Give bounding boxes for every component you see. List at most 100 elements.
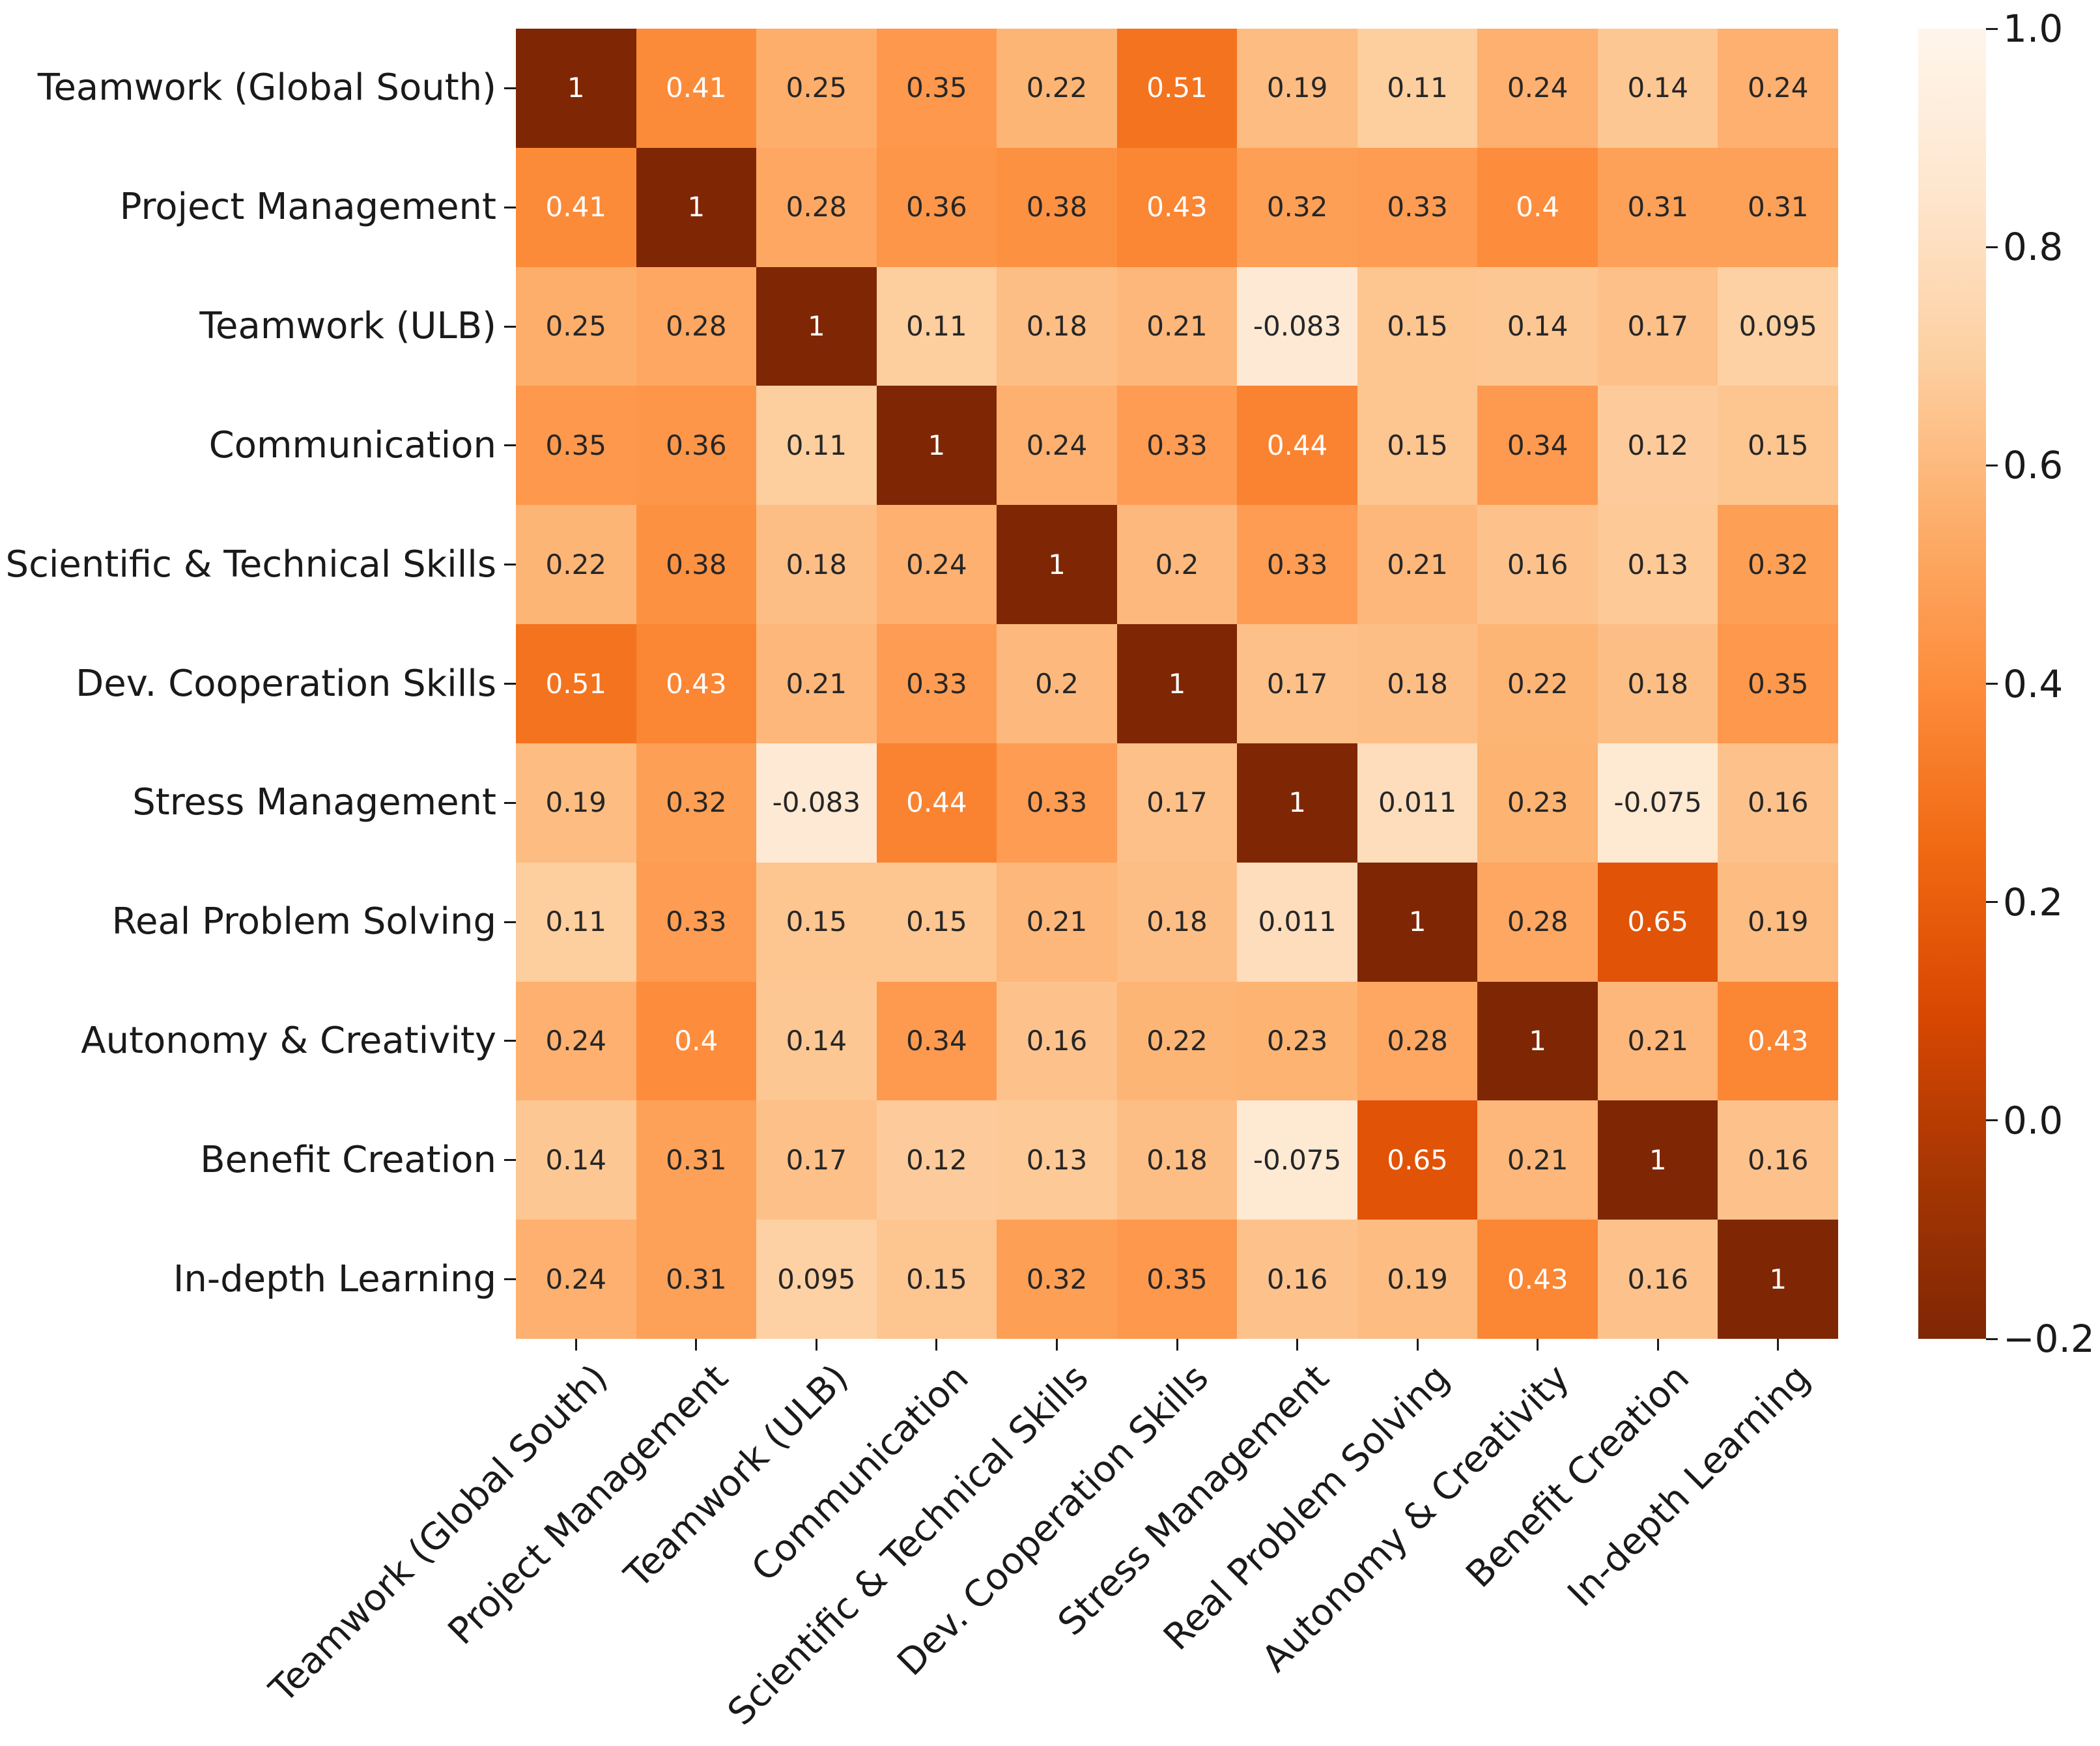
cell-value: 0.41 — [545, 191, 607, 223]
cell-value: 0.22 — [1507, 667, 1568, 700]
heatmap-cell: 0.4 — [636, 981, 757, 1101]
cell-value: 1 — [1649, 1143, 1667, 1176]
heatmap-cell: 0.33 — [876, 624, 997, 743]
cell-value: 0.32 — [666, 786, 727, 819]
cell-value: 0.51 — [545, 667, 607, 700]
heatmap-cell: 0.095 — [1718, 266, 1839, 386]
cell-value: 0.24 — [545, 1024, 607, 1057]
heatmap-cell: 0.31 — [1597, 147, 1718, 267]
cell-value: 0.13 — [1627, 548, 1688, 580]
heatmap-cell: 0.22 — [516, 505, 636, 625]
cell-value: 0.2 — [1035, 667, 1079, 700]
cell-value: 0.24 — [545, 1263, 607, 1295]
heatmap-cell: 0.22 — [1116, 981, 1238, 1101]
heatmap-cell: 0.14 — [756, 981, 877, 1101]
heatmap-cell: 0.24 — [1718, 29, 1839, 148]
heatmap-cell: 0.24 — [516, 1220, 636, 1339]
y-tick-mark — [504, 206, 516, 208]
cell-value: 1 — [1769, 1263, 1787, 1295]
cell-value: 0.17 — [1627, 310, 1688, 343]
cell-value: 0.65 — [1387, 1143, 1448, 1176]
cell-value: 0.18 — [1146, 906, 1208, 938]
heatmap-cell: 0.35 — [516, 386, 636, 506]
cell-value: 0.19 — [1748, 906, 1809, 938]
heatmap-cell: 0.41 — [516, 147, 636, 267]
heatmap-cell: 0.4 — [1477, 147, 1598, 267]
heatmap-cell: 0.21 — [1116, 266, 1238, 386]
cell-value: 0.34 — [906, 1024, 967, 1057]
heatmap-cell: 0.28 — [1477, 862, 1598, 982]
cell-value: 0.21 — [1026, 906, 1088, 938]
heatmap-cell: 0.13 — [1597, 505, 1718, 625]
x-tick-mark — [1055, 1339, 1058, 1351]
cell-value: 0.14 — [786, 1024, 847, 1057]
x-tick-mark — [575, 1339, 577, 1351]
cell-value: 0.33 — [1266, 548, 1328, 580]
y-tick-mark — [504, 801, 516, 804]
heatmap-cell: 0.16 — [1597, 1220, 1718, 1339]
cell-value: 0.11 — [545, 906, 607, 938]
heatmap-cell: 0.65 — [1357, 1100, 1478, 1220]
heatmap-cell: 0.19 — [1237, 29, 1357, 148]
heatmap-cell: 0.16 — [1718, 1100, 1839, 1220]
cell-value: 0.15 — [786, 906, 847, 938]
y-tick-mark — [504, 444, 516, 447]
y-tick-mark — [504, 1040, 516, 1042]
heatmap-cell: -0.083 — [1237, 266, 1357, 386]
heatmap-cell: 0.32 — [636, 743, 757, 863]
cell-value: 0.31 — [666, 1263, 727, 1295]
heatmap-cell: 0.43 — [1116, 147, 1238, 267]
heatmap-cell: 0.12 — [876, 1100, 997, 1220]
heatmap-cell: 0.17 — [1597, 266, 1718, 386]
heatmap-cell: 0.15 — [1718, 386, 1839, 506]
cell-value: 0.18 — [786, 548, 847, 580]
cell-value: 1 — [1529, 1024, 1547, 1057]
cell-value: 0.51 — [1146, 72, 1208, 104]
heatmap-cell: 0.65 — [1597, 862, 1718, 982]
cell-value: 0.36 — [906, 191, 967, 223]
heatmap-cell: 0.23 — [1477, 743, 1598, 863]
heatmap-cell: 0.28 — [636, 266, 757, 386]
cell-value: 0.24 — [906, 548, 967, 580]
x-tick-label: In-depth Learning — [1559, 1356, 1819, 1616]
heatmap-cell: 0.28 — [1357, 981, 1478, 1101]
heatmap-cell: 0.32 — [1718, 505, 1839, 625]
cell-value: 0.16 — [1627, 1263, 1688, 1295]
cell-value: 1 — [1048, 548, 1066, 580]
cell-value: 0.011 — [1378, 786, 1457, 819]
heatmap-cell: 0.095 — [756, 1220, 877, 1339]
colorbar-tick-mark — [1986, 464, 1998, 466]
y-tick-mark — [504, 921, 516, 923]
heatmap-cell: 0.16 — [1237, 1220, 1357, 1339]
heatmap-cell: 0.11 — [516, 862, 636, 982]
cell-value: 0.15 — [1387, 310, 1448, 343]
heatmap-cell: 0.15 — [876, 1220, 997, 1339]
cell-value: 0.28 — [1387, 1024, 1448, 1057]
x-tick-label: Benefit Creation — [1458, 1356, 1698, 1596]
colorbar-tick-mark — [1986, 683, 1998, 685]
cell-value: 0.43 — [666, 667, 727, 700]
heatmap-cell: -0.075 — [1597, 743, 1718, 863]
y-tick-label: Communication — [208, 423, 496, 466]
cell-value: 0.28 — [786, 191, 847, 223]
heatmap-cell: 0.32 — [997, 1220, 1117, 1339]
cell-value: 0.35 — [1146, 1263, 1208, 1295]
cell-value: 0.17 — [1146, 786, 1208, 819]
heatmap-cell: 0.15 — [876, 862, 997, 982]
cell-value: 0.31 — [1627, 191, 1688, 223]
heatmap-cell: 0.31 — [636, 1100, 757, 1220]
heatmap-cell: 1 — [876, 386, 997, 506]
heatmap-cell: 0.16 — [1477, 505, 1598, 625]
y-tick-mark — [504, 325, 516, 328]
cell-value: 0.32 — [1266, 191, 1328, 223]
heatmap-cell: 0.33 — [997, 743, 1117, 863]
heatmap-grid: 1 0.41 0.25 0.35 0.22 0.51 0.19 0.11 0.24 0.14 0.2… — [516, 29, 1839, 1339]
heatmap-cell: 0.14 — [1597, 29, 1718, 148]
heatmap-cell: 0.35 — [1116, 1220, 1238, 1339]
heatmap-cell: 0.25 — [756, 29, 877, 148]
cell-value: 0.11 — [906, 310, 967, 343]
heatmap-cell: 1 — [1718, 1220, 1839, 1339]
y-tick-label: Project Management — [119, 186, 496, 229]
heatmap-cell: 0.21 — [1477, 1100, 1598, 1220]
